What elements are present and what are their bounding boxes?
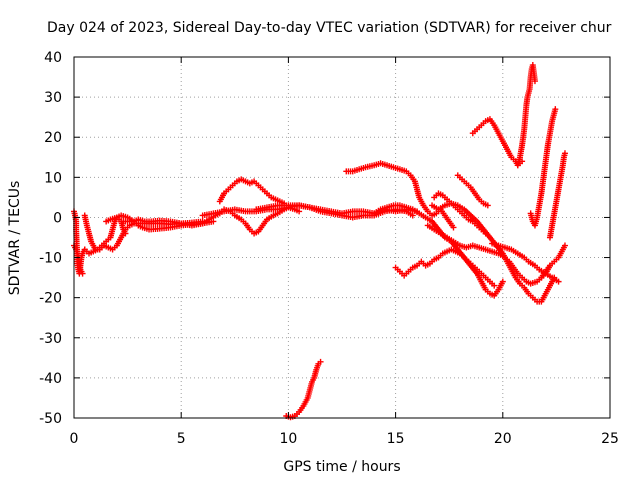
- y-tick-label: 20: [44, 130, 62, 146]
- series-s17: [454, 172, 491, 209]
- ticks: [73, 56, 611, 419]
- x-tick-label: 15: [387, 431, 405, 447]
- series-s7: [216, 176, 288, 207]
- data-point: [555, 278, 562, 285]
- data-point: [531, 78, 538, 85]
- series-s18: [469, 116, 526, 169]
- y-axis-label: SDTVAR / TECUs: [7, 181, 23, 296]
- series-s20: [527, 106, 559, 229]
- x-tick-label: 10: [279, 431, 297, 447]
- tick-labels: 0 5 10 15 20 25 -50 -40 -30 -20 -10 0 10 20 30 40: [39, 50, 619, 447]
- data-point: [79, 270, 86, 277]
- data-point: [561, 150, 568, 157]
- data-point: [499, 278, 506, 285]
- data-point: [561, 242, 568, 249]
- data-point: [317, 358, 324, 365]
- y-tick-label: 0: [53, 210, 62, 226]
- chart-title: Day 024 of 2023, Sidereal Day-to-day VTE…: [47, 20, 612, 36]
- data-point: [552, 106, 559, 113]
- data-point: [450, 224, 457, 231]
- y-tick-label: 40: [44, 50, 62, 66]
- data-point: [482, 230, 489, 237]
- plot-frame: [73, 56, 611, 419]
- data-point: [484, 202, 491, 209]
- x-tick-label: 25: [601, 431, 619, 447]
- y-tick-label: 30: [44, 90, 62, 106]
- x-tick-label: 5: [177, 431, 186, 447]
- series-s21: [546, 150, 568, 241]
- x-tick-label: 0: [70, 431, 79, 447]
- y-tick-label: -40: [39, 371, 62, 387]
- y-tick-label: -30: [39, 331, 62, 347]
- series-s22: [538, 242, 568, 281]
- x-axis-label: GPS time / hours: [283, 459, 400, 475]
- series-s2: [71, 242, 86, 277]
- y-tick-label: -20: [39, 291, 62, 307]
- series-s11: [343, 160, 457, 231]
- series-s9: [253, 202, 416, 221]
- series-s23: [489, 240, 562, 285]
- series-s16: [431, 190, 489, 237]
- y-tick-label: -10: [39, 251, 62, 267]
- data-point: [296, 208, 303, 215]
- series-s13: [392, 246, 498, 289]
- y-tick-label: -50: [39, 411, 62, 427]
- data-point: [491, 282, 498, 289]
- data-point: [409, 212, 416, 219]
- series-layer: [71, 62, 568, 421]
- x-tick-label: 20: [494, 431, 512, 447]
- y-tick-label: 10: [44, 170, 62, 186]
- series-s19: [514, 62, 538, 169]
